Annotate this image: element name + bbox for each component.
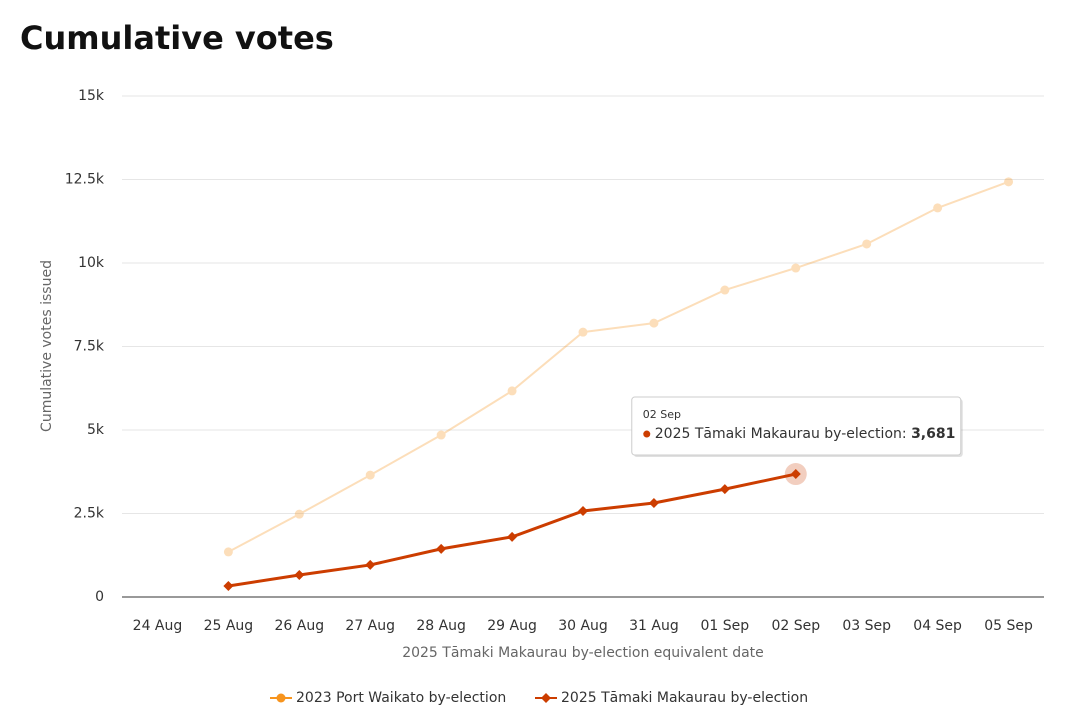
y-tick-label: 7.5k (74, 339, 105, 355)
point (223, 580, 234, 591)
point (862, 239, 872, 249)
y-tick-label: 2.5k (74, 506, 105, 522)
y-tick-label: 10k (78, 255, 105, 271)
point (507, 386, 517, 396)
point (933, 203, 943, 213)
point (436, 430, 446, 440)
point (649, 318, 659, 328)
point (223, 547, 233, 557)
point (648, 497, 659, 508)
x-tick-label: 30 Aug (558, 618, 608, 634)
y-axis-title: Cumulative votes issued (39, 260, 55, 432)
x-tick-label: 28 Aug (416, 618, 466, 634)
x-tick-label: 29 Aug (487, 618, 537, 634)
point (507, 531, 518, 542)
series-line (228, 472, 797, 588)
y-tick-label: 0 (95, 589, 104, 605)
series (223, 463, 807, 591)
point (720, 285, 730, 295)
x-tick-label: 25 Aug (204, 618, 254, 634)
tooltip-box (631, 396, 962, 456)
tooltip-label: 2025 Tāmaki Makaurau by-election: (655, 426, 907, 442)
x-axis-title: 2025 Tāmaki Makaurau by-election equival… (402, 645, 764, 661)
y-tick-label: 12.5k (65, 172, 105, 188)
point (791, 263, 801, 273)
tooltip-value: 3,681 (911, 426, 955, 442)
point (365, 559, 376, 570)
x-tick-label: 02 Sep (771, 618, 820, 634)
x-tick-label: 05 Sep (984, 618, 1033, 634)
tooltip-text: 2025 Tāmaki Makaurau by-election: 3,681 (655, 426, 956, 442)
series-line (227, 180, 1009, 553)
x-tick-label: 24 Aug (133, 618, 183, 634)
x-tick-label: 03 Sep (842, 618, 891, 634)
legend-marker (276, 693, 286, 703)
point (790, 469, 801, 480)
chart-title: Cumulative votes (20, 19, 334, 57)
legend-marker (541, 693, 551, 703)
point (365, 470, 375, 480)
point (294, 569, 305, 580)
point (294, 509, 304, 519)
y-tick-label: 15k (78, 88, 105, 104)
series (223, 177, 1014, 557)
point (719, 484, 730, 495)
legend-item[interactable]: 2023 Port Waikato by-election (270, 690, 506, 706)
tooltip-title: 02 Sep (643, 408, 681, 421)
x-tick-label: 27 Aug (345, 618, 395, 634)
x-tick-label: 04 Sep (913, 618, 962, 634)
x-tick-label: 31 Aug (629, 618, 679, 634)
point (578, 505, 588, 516)
x-tick-label: 01 Sep (701, 618, 750, 634)
x-tick-label: 26 Aug (275, 618, 325, 634)
point (578, 327, 588, 337)
legend-label: 2025 Tāmaki Makaurau by-election (561, 690, 808, 706)
legend-label: 2023 Port Waikato by-election (296, 690, 506, 706)
tooltip: 02 Sep 2025 Tāmaki Makaurau by-election: … (631, 396, 963, 458)
tooltip-dot (643, 430, 651, 438)
legend-item[interactable]: 2025 Tāmaki Makaurau by-election (535, 690, 808, 706)
point (436, 543, 447, 554)
point (1004, 177, 1014, 187)
y-tick-label: 5k (87, 422, 105, 438)
